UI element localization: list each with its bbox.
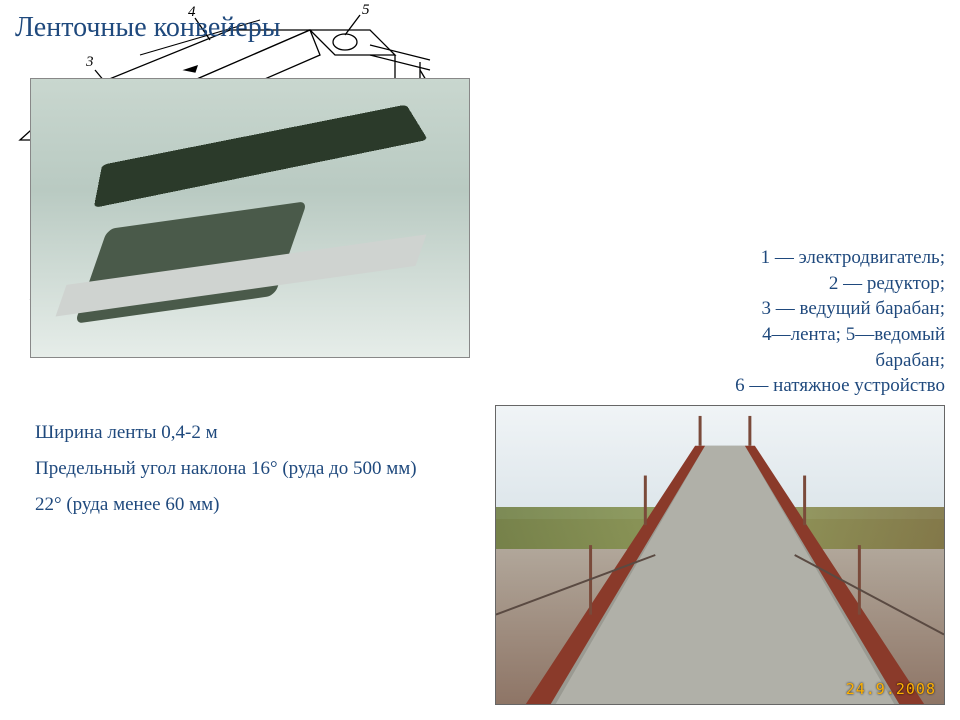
legend-line: 1 — электродвигатель; <box>761 247 945 268</box>
legend-line: 3 — ведущий барабан; <box>761 298 945 319</box>
conveyor-photo: 24.9.2008 <box>495 405 945 705</box>
legend-line: 4—лента; 5—ведомый <box>762 324 945 345</box>
schematic-legend: 1 — электродвигатель; 2 — редуктор; 3 — … <box>700 245 945 399</box>
legend-line: 6 — натяжное устройство <box>735 375 945 396</box>
page-title: Ленточные конвейеры <box>15 12 281 44</box>
spec-line: Предельный угол наклона 16° (руда до 500… <box>35 451 505 487</box>
legend-line: 2 — редуктор; <box>829 273 945 294</box>
legend-line: барабан; <box>875 350 945 371</box>
spec-line: Ширина ленты 0,4-2 м <box>35 415 505 451</box>
schematic-label-5: 5 <box>362 2 370 18</box>
schematic-label-3: 3 <box>85 54 94 70</box>
photo-timestamp: 24.9.2008 <box>846 680 936 698</box>
spec-line: 22° (руда менее 60 мм) <box>35 487 505 523</box>
conveyor-render-image <box>30 78 470 358</box>
spec-text: Ширина ленты 0,4-2 м Предельный угол нак… <box>35 415 505 523</box>
